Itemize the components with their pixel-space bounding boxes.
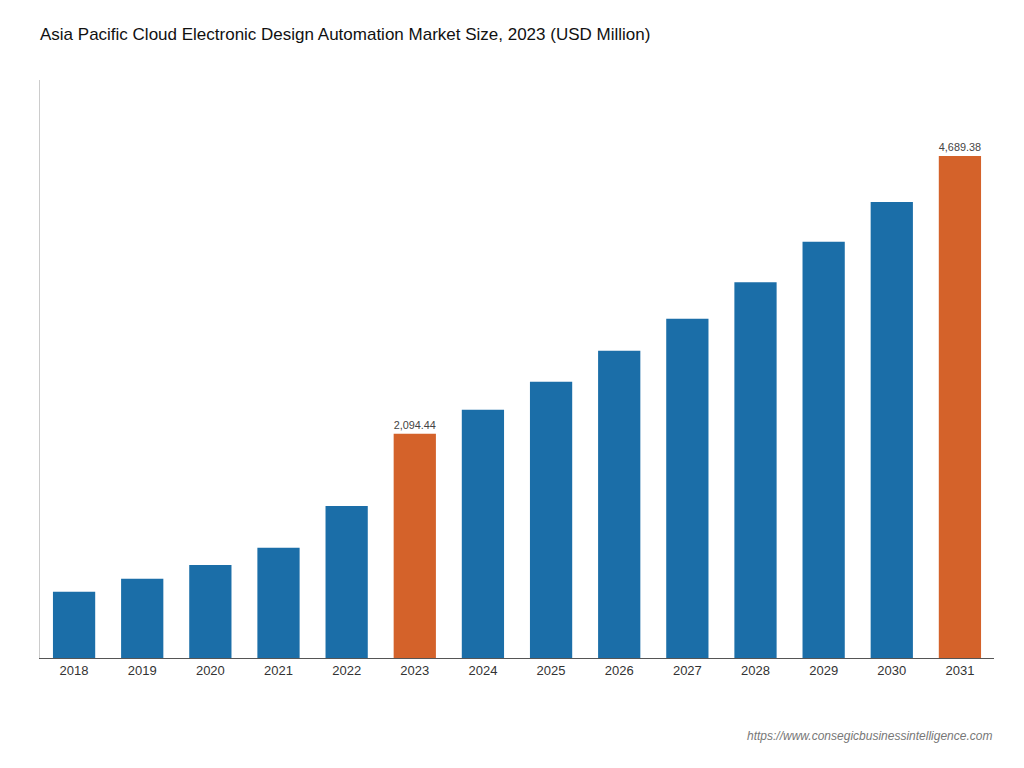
svg-text:2019: 2019: [128, 663, 157, 678]
svg-text:2026: 2026: [605, 663, 634, 678]
svg-text:2030: 2030: [877, 663, 906, 678]
svg-text:2020: 2020: [196, 663, 225, 678]
svg-text:2031: 2031: [945, 663, 974, 678]
svg-text:2027: 2027: [673, 663, 702, 678]
svg-text:https://www.consegicbusinessin: https://www.consegicbusinessintelligence…: [747, 729, 992, 743]
svg-text:2022: 2022: [332, 663, 361, 678]
svg-text:4,689.38: 4,689.38: [939, 141, 981, 153]
svg-text:2024: 2024: [468, 663, 497, 678]
svg-text:2028: 2028: [741, 663, 770, 678]
svg-text:2018: 2018: [60, 663, 89, 678]
svg-text:2021: 2021: [264, 663, 293, 678]
svg-text:2025: 2025: [537, 663, 566, 678]
svg-text:2,094.44: 2,094.44: [394, 419, 436, 431]
svg-text:Asia Pacific Cloud Electronic: Asia Pacific Cloud Electronic Design Aut…: [40, 25, 650, 44]
svg-text:2029: 2029: [809, 663, 838, 678]
svg-text:2023: 2023: [400, 663, 429, 678]
